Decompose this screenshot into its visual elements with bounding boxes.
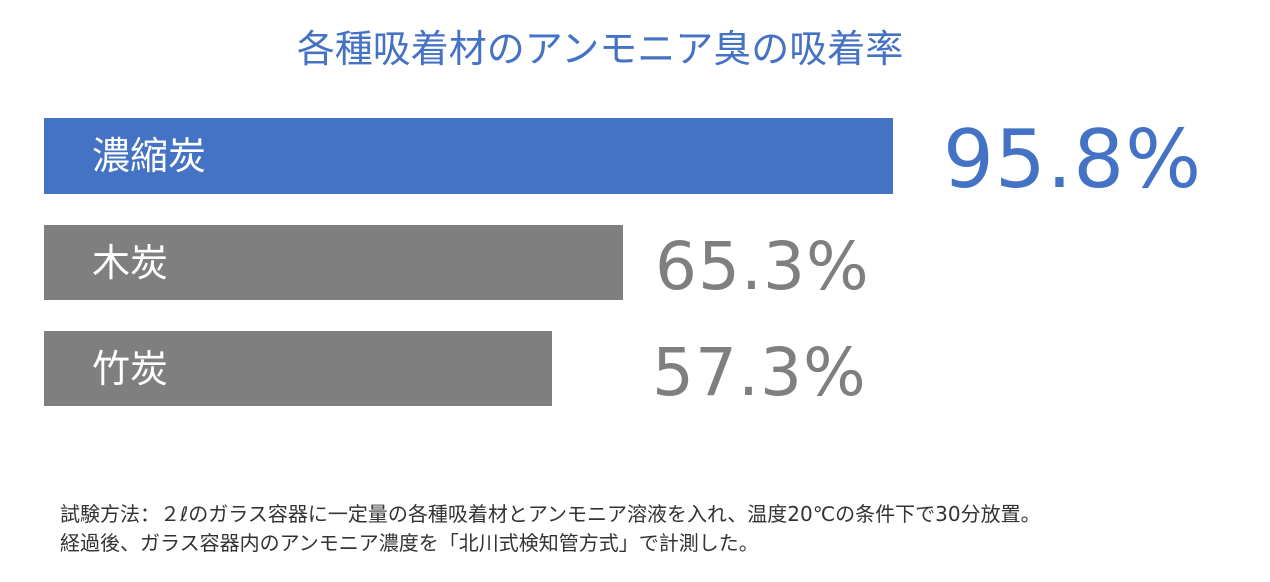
bar-value-label: 65.3% — [655, 227, 870, 305]
bar-category-label: 木炭 — [92, 240, 169, 285]
bar-category-label: 濃縮炭 — [92, 134, 207, 178]
bar-value-label: 57.3% — [652, 333, 867, 411]
bar-value-label: 95.8% — [943, 113, 1203, 206]
bar-3 — [44, 331, 552, 406]
note-line-1: 試験方法：２ℓのガラス容器に一定量の各種吸着材とアンモニア溶液を入れ、温度20℃… — [60, 502, 1041, 526]
test-method-note: 試験方法：２ℓのガラス容器に一定量の各種吸着材とアンモニア溶液を入れ、温度20℃… — [60, 500, 1240, 558]
bar-1 — [44, 118, 893, 194]
note-line-2: 経過後、ガラス容器内のアンモニア濃度を「北川式検知管方式」で計測した。 — [60, 531, 759, 555]
chart-title: 各種吸着材のアンモニア臭の吸着率 — [296, 27, 904, 71]
bar-2 — [44, 225, 623, 300]
bar-category-label: 竹炭 — [92, 346, 169, 391]
